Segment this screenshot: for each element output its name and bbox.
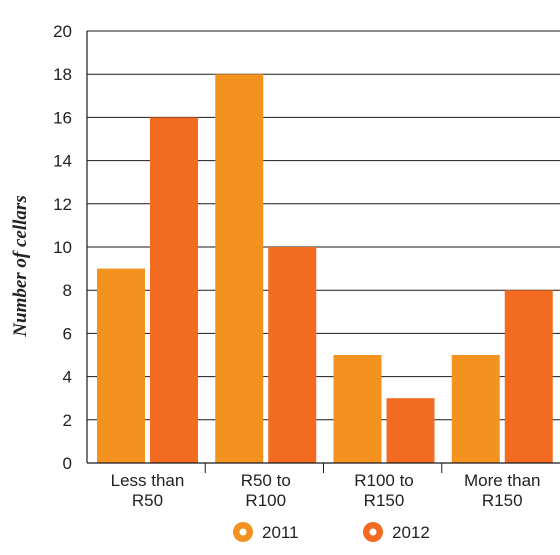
- y-tick-label: 6: [63, 324, 72, 343]
- category-label: R150: [364, 491, 405, 510]
- category-label: R100: [245, 491, 286, 510]
- y-tick-label: 10: [53, 238, 72, 257]
- axes: [86, 31, 560, 473]
- bar-2012-0: [150, 117, 198, 464]
- y-tick-label: 20: [53, 22, 72, 41]
- legend-marker-dot: [239, 528, 247, 536]
- y-tick-label: 18: [53, 65, 72, 84]
- category-label: R50: [132, 491, 163, 510]
- bar-2011-3: [451, 355, 500, 463]
- bar-2012-3: [504, 290, 553, 463]
- bar-2011-0: [97, 268, 145, 463]
- category-label: R150: [482, 491, 523, 510]
- legend: 2011 2012: [233, 522, 430, 542]
- y-axis-label: Number of cellars: [10, 195, 31, 337]
- y-tick-label: 4: [63, 368, 72, 387]
- legend-marker-dot: [369, 528, 377, 536]
- y-tick-label: 12: [53, 195, 72, 214]
- bars: [97, 74, 553, 464]
- category-label: Less than: [111, 471, 185, 490]
- y-tick-label: 16: [53, 108, 72, 127]
- category-label: R50 to: [241, 471, 291, 490]
- legend-label-2012: 2012: [392, 523, 430, 542]
- bar-2012-2: [386, 398, 435, 463]
- y-tick-label: 14: [53, 152, 72, 171]
- y-tick-label: 0: [63, 454, 72, 473]
- legend-item-2012: 2012: [363, 522, 430, 542]
- bar-2011-2: [333, 355, 382, 463]
- bar-2011-1: [215, 74, 264, 463]
- legend-label-2011: 2011: [262, 523, 299, 542]
- legend-item-2011: 2011: [233, 522, 299, 542]
- category-label: R100 to: [354, 471, 414, 490]
- category-label: More than: [464, 471, 541, 490]
- y-tick-labels: 0 2 4 6 8 10 12 14 16 18 20: [53, 22, 72, 473]
- y-tick-label: 2: [63, 411, 72, 430]
- y-tick-label: 8: [63, 281, 72, 300]
- bar-2012-1: [268, 247, 317, 463]
